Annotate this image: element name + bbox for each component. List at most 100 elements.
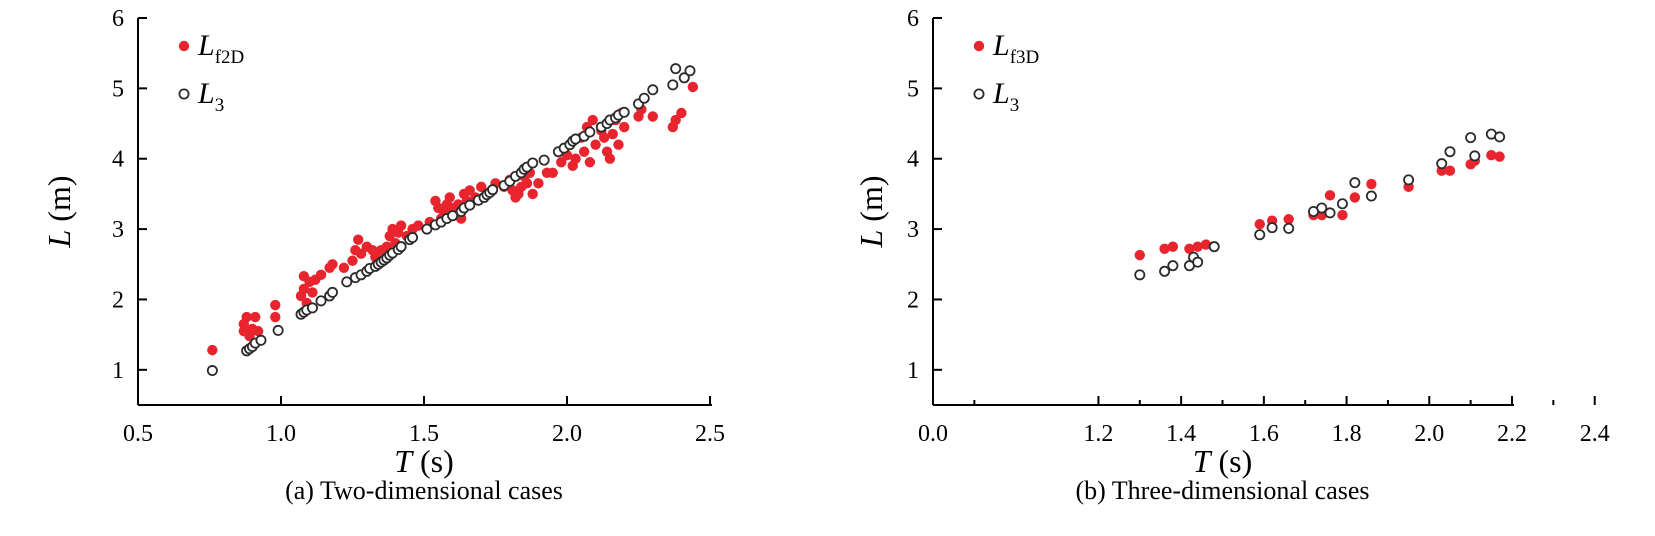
- data-point: [670, 114, 681, 126]
- data-point: [618, 106, 630, 118]
- data-point: [1159, 265, 1171, 277]
- data-point: [676, 107, 687, 119]
- data-point: [684, 65, 696, 77]
- data-point: [1365, 190, 1377, 202]
- data-point: [272, 324, 284, 336]
- data-point: [613, 139, 624, 150]
- data-point: [598, 132, 610, 143]
- y-tick-label: 1: [907, 358, 919, 384]
- data-point: [395, 220, 407, 231]
- chart-b: 1 2 3 4 5 6 0.0 1.2 1.4 1.6 1.8 2.0 2.2 2.4 T (s) L (m)…: [853, 6, 1610, 505]
- data-point: [1283, 222, 1295, 234]
- y-axis-label-unit: (m): [853, 176, 889, 230]
- x-axis-label-unit: (s): [412, 443, 454, 479]
- data-point: [678, 72, 690, 84]
- legend-label-main: L: [197, 77, 215, 110]
- data-point: [326, 286, 338, 298]
- x-tick-label: 1.2: [1083, 421, 1113, 447]
- data-point: [413, 220, 424, 231]
- y-tick-label: 2: [112, 287, 124, 313]
- data-point: [341, 276, 353, 288]
- chart-caption: (a) Two-dimensional cases: [285, 476, 563, 505]
- legend-label-sub: 3: [1010, 95, 1020, 116]
- data-point: [547, 167, 558, 178]
- data-point: [1184, 243, 1195, 254]
- data-point: [395, 241, 407, 253]
- data-point: [521, 178, 533, 189]
- data-point: [527, 157, 539, 169]
- data-point: [1494, 151, 1505, 162]
- legend-label: L3: [197, 77, 224, 116]
- data-point: [1324, 207, 1336, 219]
- data-point: [604, 153, 616, 164]
- data-point: [250, 311, 261, 323]
- x-axis-label: T (s): [1193, 443, 1253, 479]
- data-point: [444, 192, 455, 203]
- x-tick-label: 2.4: [1580, 421, 1610, 447]
- chart-a: 1 2 3 4 5 6 0.5 1.0 1.5 2.0 2.5 T (s) L (m) (a) Two-d…: [41, 6, 725, 505]
- data-point: [241, 311, 252, 323]
- data-point: [578, 146, 590, 157]
- data-point: [327, 259, 338, 270]
- y-tick-label: 1: [112, 358, 124, 384]
- data-point: [667, 79, 679, 91]
- x-tick-label: 1.5: [409, 421, 439, 447]
- x-tick-label: 0.0: [918, 421, 948, 447]
- data-point: [1283, 214, 1294, 225]
- legend-label-main: L: [992, 29, 1010, 62]
- y-axis-label-var: L: [41, 230, 77, 249]
- data-point: [1444, 165, 1456, 176]
- data-point: [1349, 192, 1361, 203]
- legend-label-main: L: [992, 77, 1010, 110]
- legend-label: L3: [992, 77, 1019, 116]
- data-point: [1134, 249, 1145, 261]
- data-point: [255, 334, 267, 346]
- data-point: [570, 153, 581, 164]
- data-point: [584, 157, 596, 168]
- data-point: [353, 234, 364, 245]
- legend-label-sub: f2D: [215, 47, 245, 68]
- data-point: [590, 139, 601, 150]
- data-point: [270, 311, 281, 323]
- y-tick-label: 4: [907, 147, 919, 173]
- data-point: [1167, 260, 1179, 272]
- x-tick-label: 2.5: [695, 421, 725, 447]
- data-point: [607, 128, 618, 140]
- data-point: [338, 262, 350, 273]
- data-point: [1486, 150, 1497, 161]
- data-point: [1324, 190, 1336, 201]
- data-point: [315, 295, 327, 307]
- legend-label: Lf3D: [992, 29, 1039, 68]
- data-point: [687, 81, 699, 93]
- data-point: [1403, 174, 1415, 186]
- data-point: [464, 199, 476, 211]
- y-tick-label: 5: [907, 76, 919, 102]
- data-point: [1167, 241, 1179, 252]
- data-point: [584, 126, 596, 138]
- x-axis-label-var: T: [1193, 443, 1213, 479]
- data-point: [538, 154, 550, 166]
- legend-marker: [178, 88, 190, 100]
- data-point: [647, 84, 659, 96]
- legend-marker: [178, 40, 190, 52]
- data-point: [1436, 158, 1448, 170]
- data-point: [1192, 256, 1204, 268]
- data-point: [315, 269, 327, 281]
- data-point: [307, 287, 318, 298]
- data-point: [670, 63, 682, 75]
- series-L3: [1134, 128, 1506, 281]
- data-point: [355, 248, 367, 259]
- legend-label: Lf2D: [197, 29, 244, 68]
- legend-marker: [973, 40, 985, 52]
- data-point: [464, 185, 475, 196]
- data-point: [1159, 243, 1170, 254]
- chart-caption: (b) Three-dimensional cases: [1075, 476, 1369, 505]
- legend-label-sub: 3: [215, 95, 225, 116]
- data-point: [347, 255, 358, 266]
- data-point: [647, 111, 658, 122]
- data-point: [1254, 229, 1266, 241]
- x-axis-label: T (s): [394, 443, 454, 479]
- data-point: [298, 283, 310, 295]
- data-point: [207, 344, 218, 356]
